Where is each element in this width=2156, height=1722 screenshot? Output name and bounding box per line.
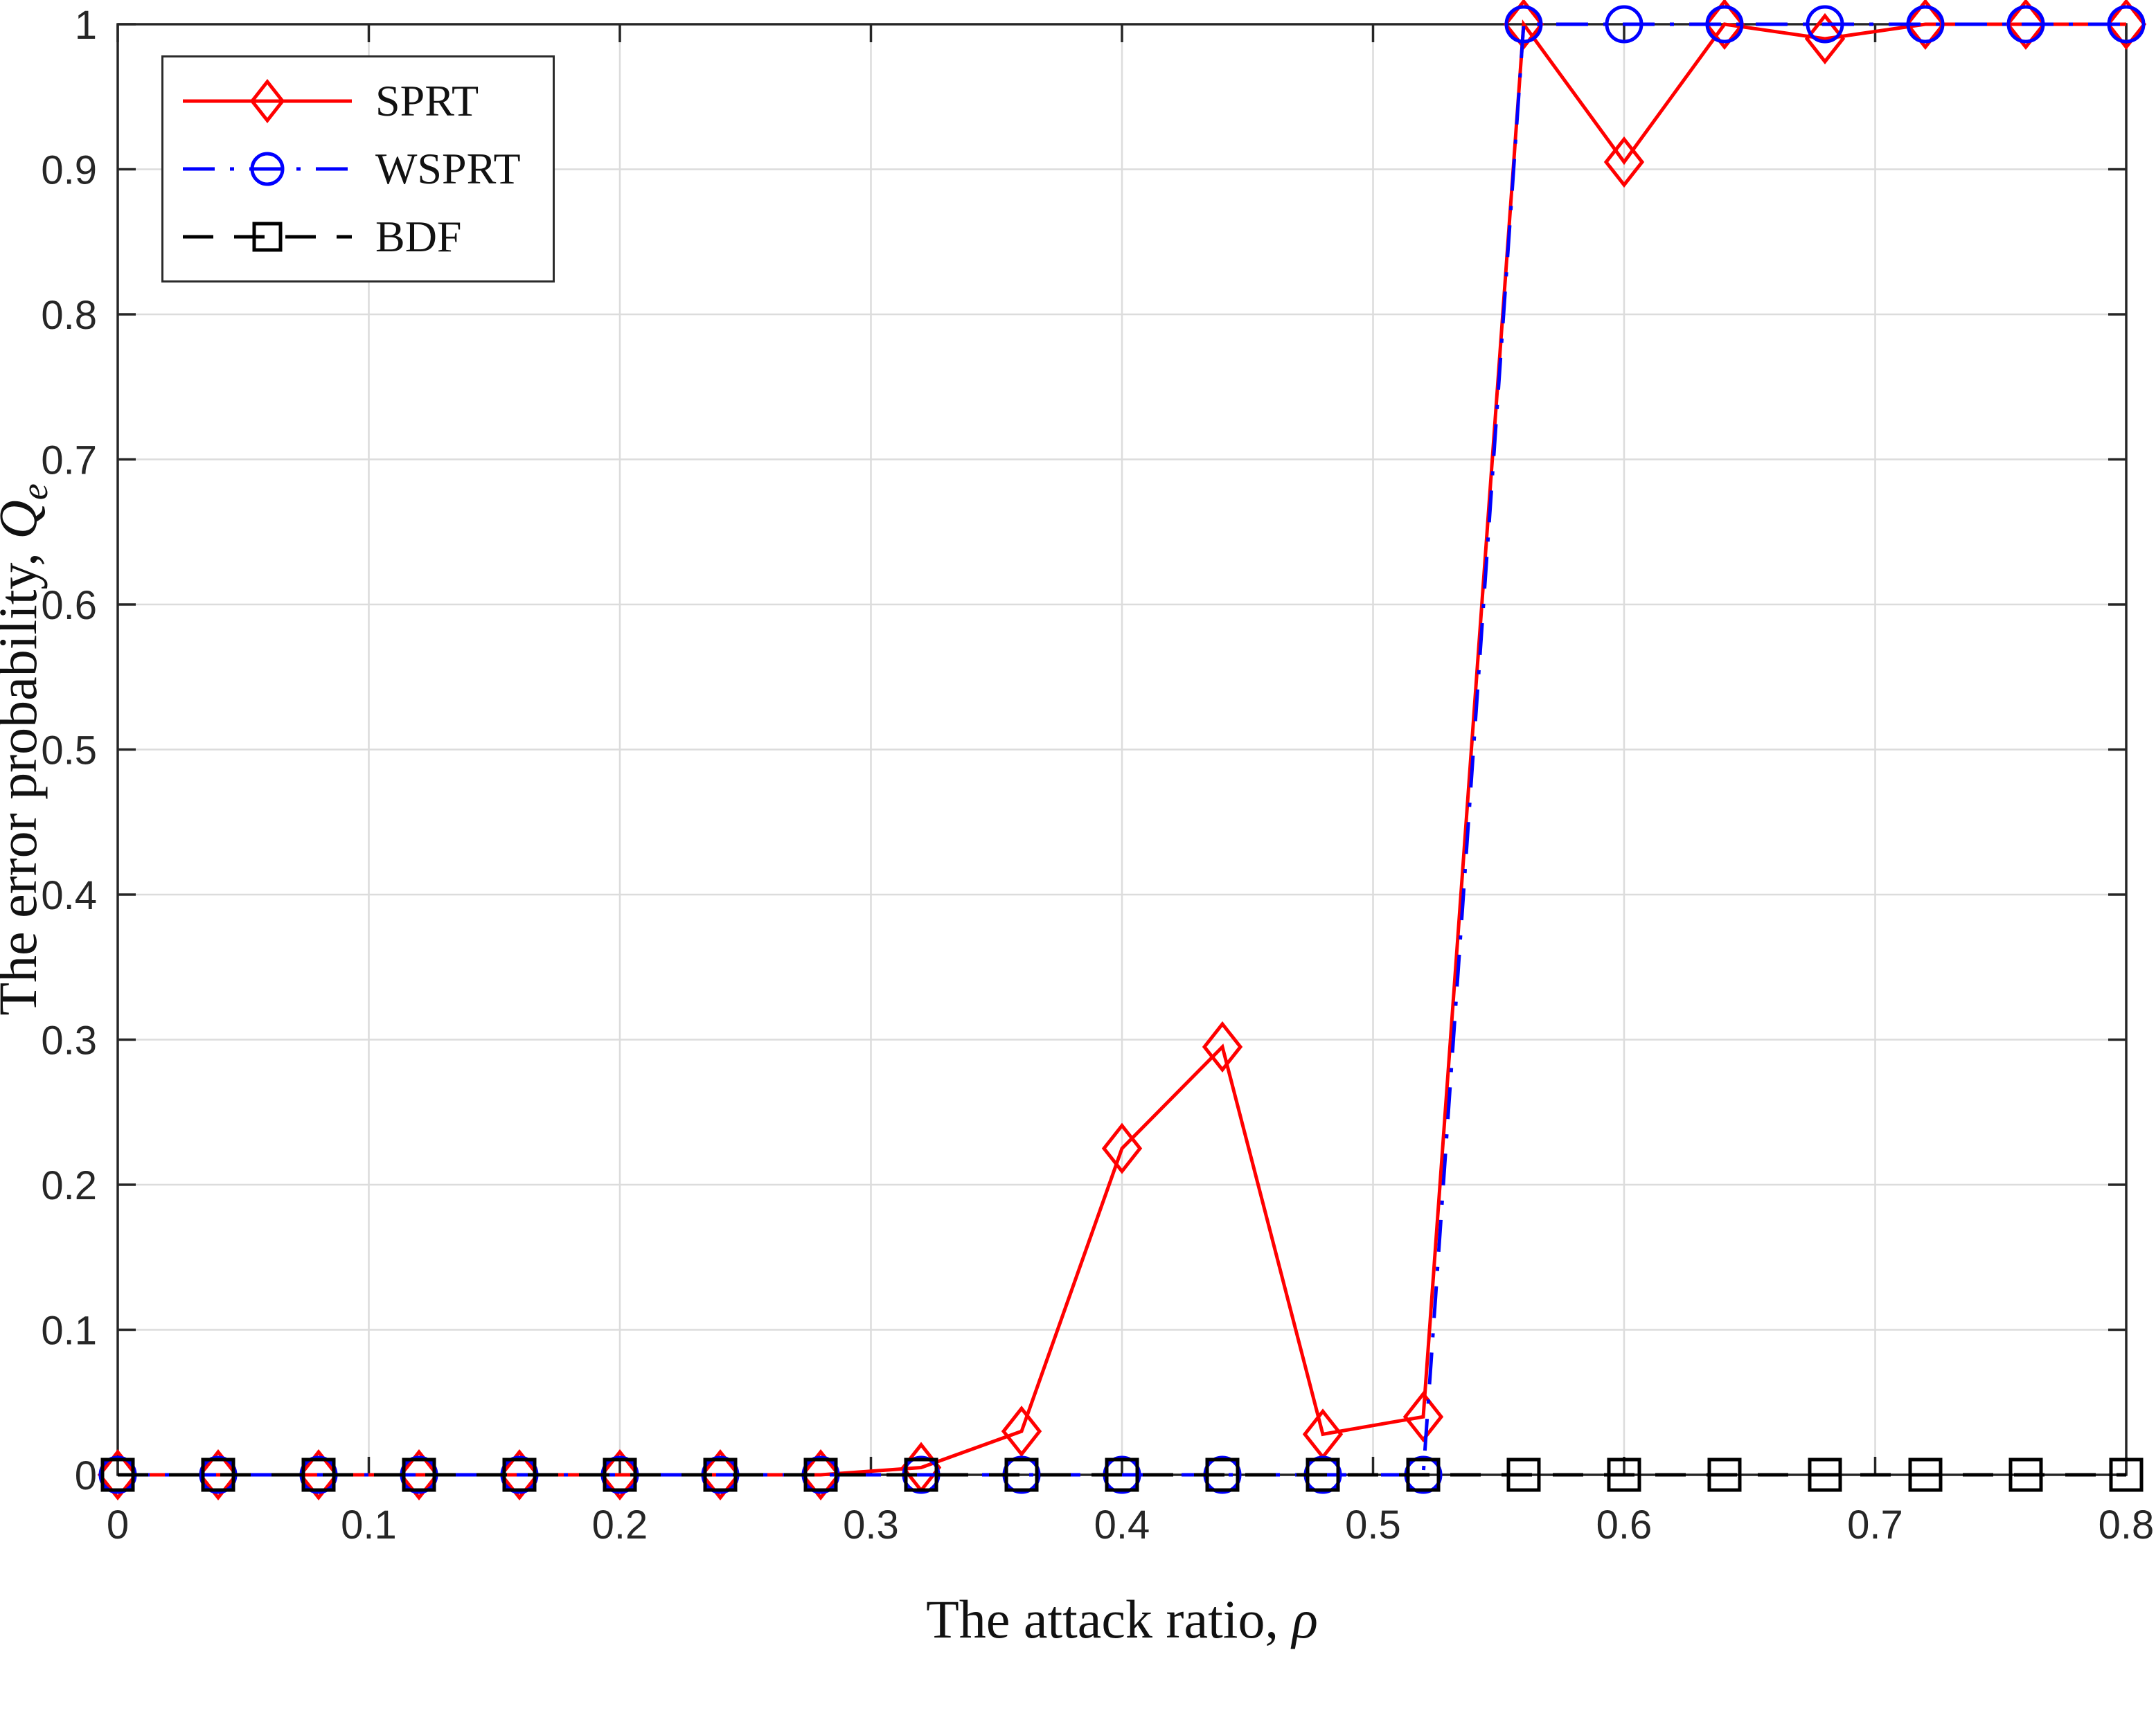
y-tick-label: 0.2 bbox=[41, 1163, 97, 1208]
legend-label-wsprt: WSPRT bbox=[375, 144, 521, 193]
y-tick-label: 0.5 bbox=[41, 728, 97, 773]
legend-entry-wsprt: WSPRT bbox=[180, 135, 521, 203]
x-tick-label: 0.5 bbox=[1345, 1503, 1401, 1548]
legend-label-bdf: BDF bbox=[375, 212, 462, 261]
legend-entry-sprt: SPRT bbox=[180, 67, 521, 135]
x-tick-label: 0.1 bbox=[341, 1503, 397, 1548]
x-tick-label: 0.3 bbox=[843, 1503, 899, 1548]
y-tick-label: 0.3 bbox=[41, 1019, 97, 1064]
x-tick-label: 0.8 bbox=[2099, 1503, 2155, 1548]
y-axis-label: The error probability, Qe bbox=[0, 483, 55, 1015]
grid bbox=[116, 23, 2128, 1476]
x-axis-label: The attack ratio, ρ bbox=[926, 1589, 1318, 1649]
legend-sample-sprt-line-diamond-icon bbox=[183, 78, 352, 124]
legend-sample-bdf-line-square-icon bbox=[183, 222, 352, 252]
x-tick-label: 0.7 bbox=[1847, 1503, 1903, 1548]
y-tick-label: 0.1 bbox=[41, 1309, 97, 1354]
legend-entry-bdf: BDF bbox=[180, 203, 521, 271]
y-tick-label: 0.9 bbox=[41, 148, 97, 193]
legend-label-sprt: SPRT bbox=[375, 76, 479, 125]
y-tick-label: 0.4 bbox=[41, 873, 97, 918]
y-tick-label: 0 bbox=[75, 1453, 97, 1498]
x-tick-label: 0 bbox=[107, 1503, 129, 1548]
x-tick-label: 0.6 bbox=[1596, 1503, 1652, 1548]
legend: SPRT WSPRT BDF bbox=[161, 55, 555, 282]
y-tick-label: 0.7 bbox=[41, 438, 97, 483]
legend-sample-wsprt-line-circle-icon bbox=[183, 152, 352, 186]
y-tick-label: 0.8 bbox=[41, 293, 97, 338]
x-tick-label: 0.2 bbox=[592, 1503, 648, 1548]
series-markers-bdf bbox=[100, 1458, 2144, 1492]
y-tick-label: 1 bbox=[75, 3, 97, 48]
series-bdf bbox=[100, 1458, 2144, 1492]
x-tick-label: 0.4 bbox=[1094, 1503, 1150, 1548]
y-tick-label: 0.6 bbox=[41, 583, 97, 628]
